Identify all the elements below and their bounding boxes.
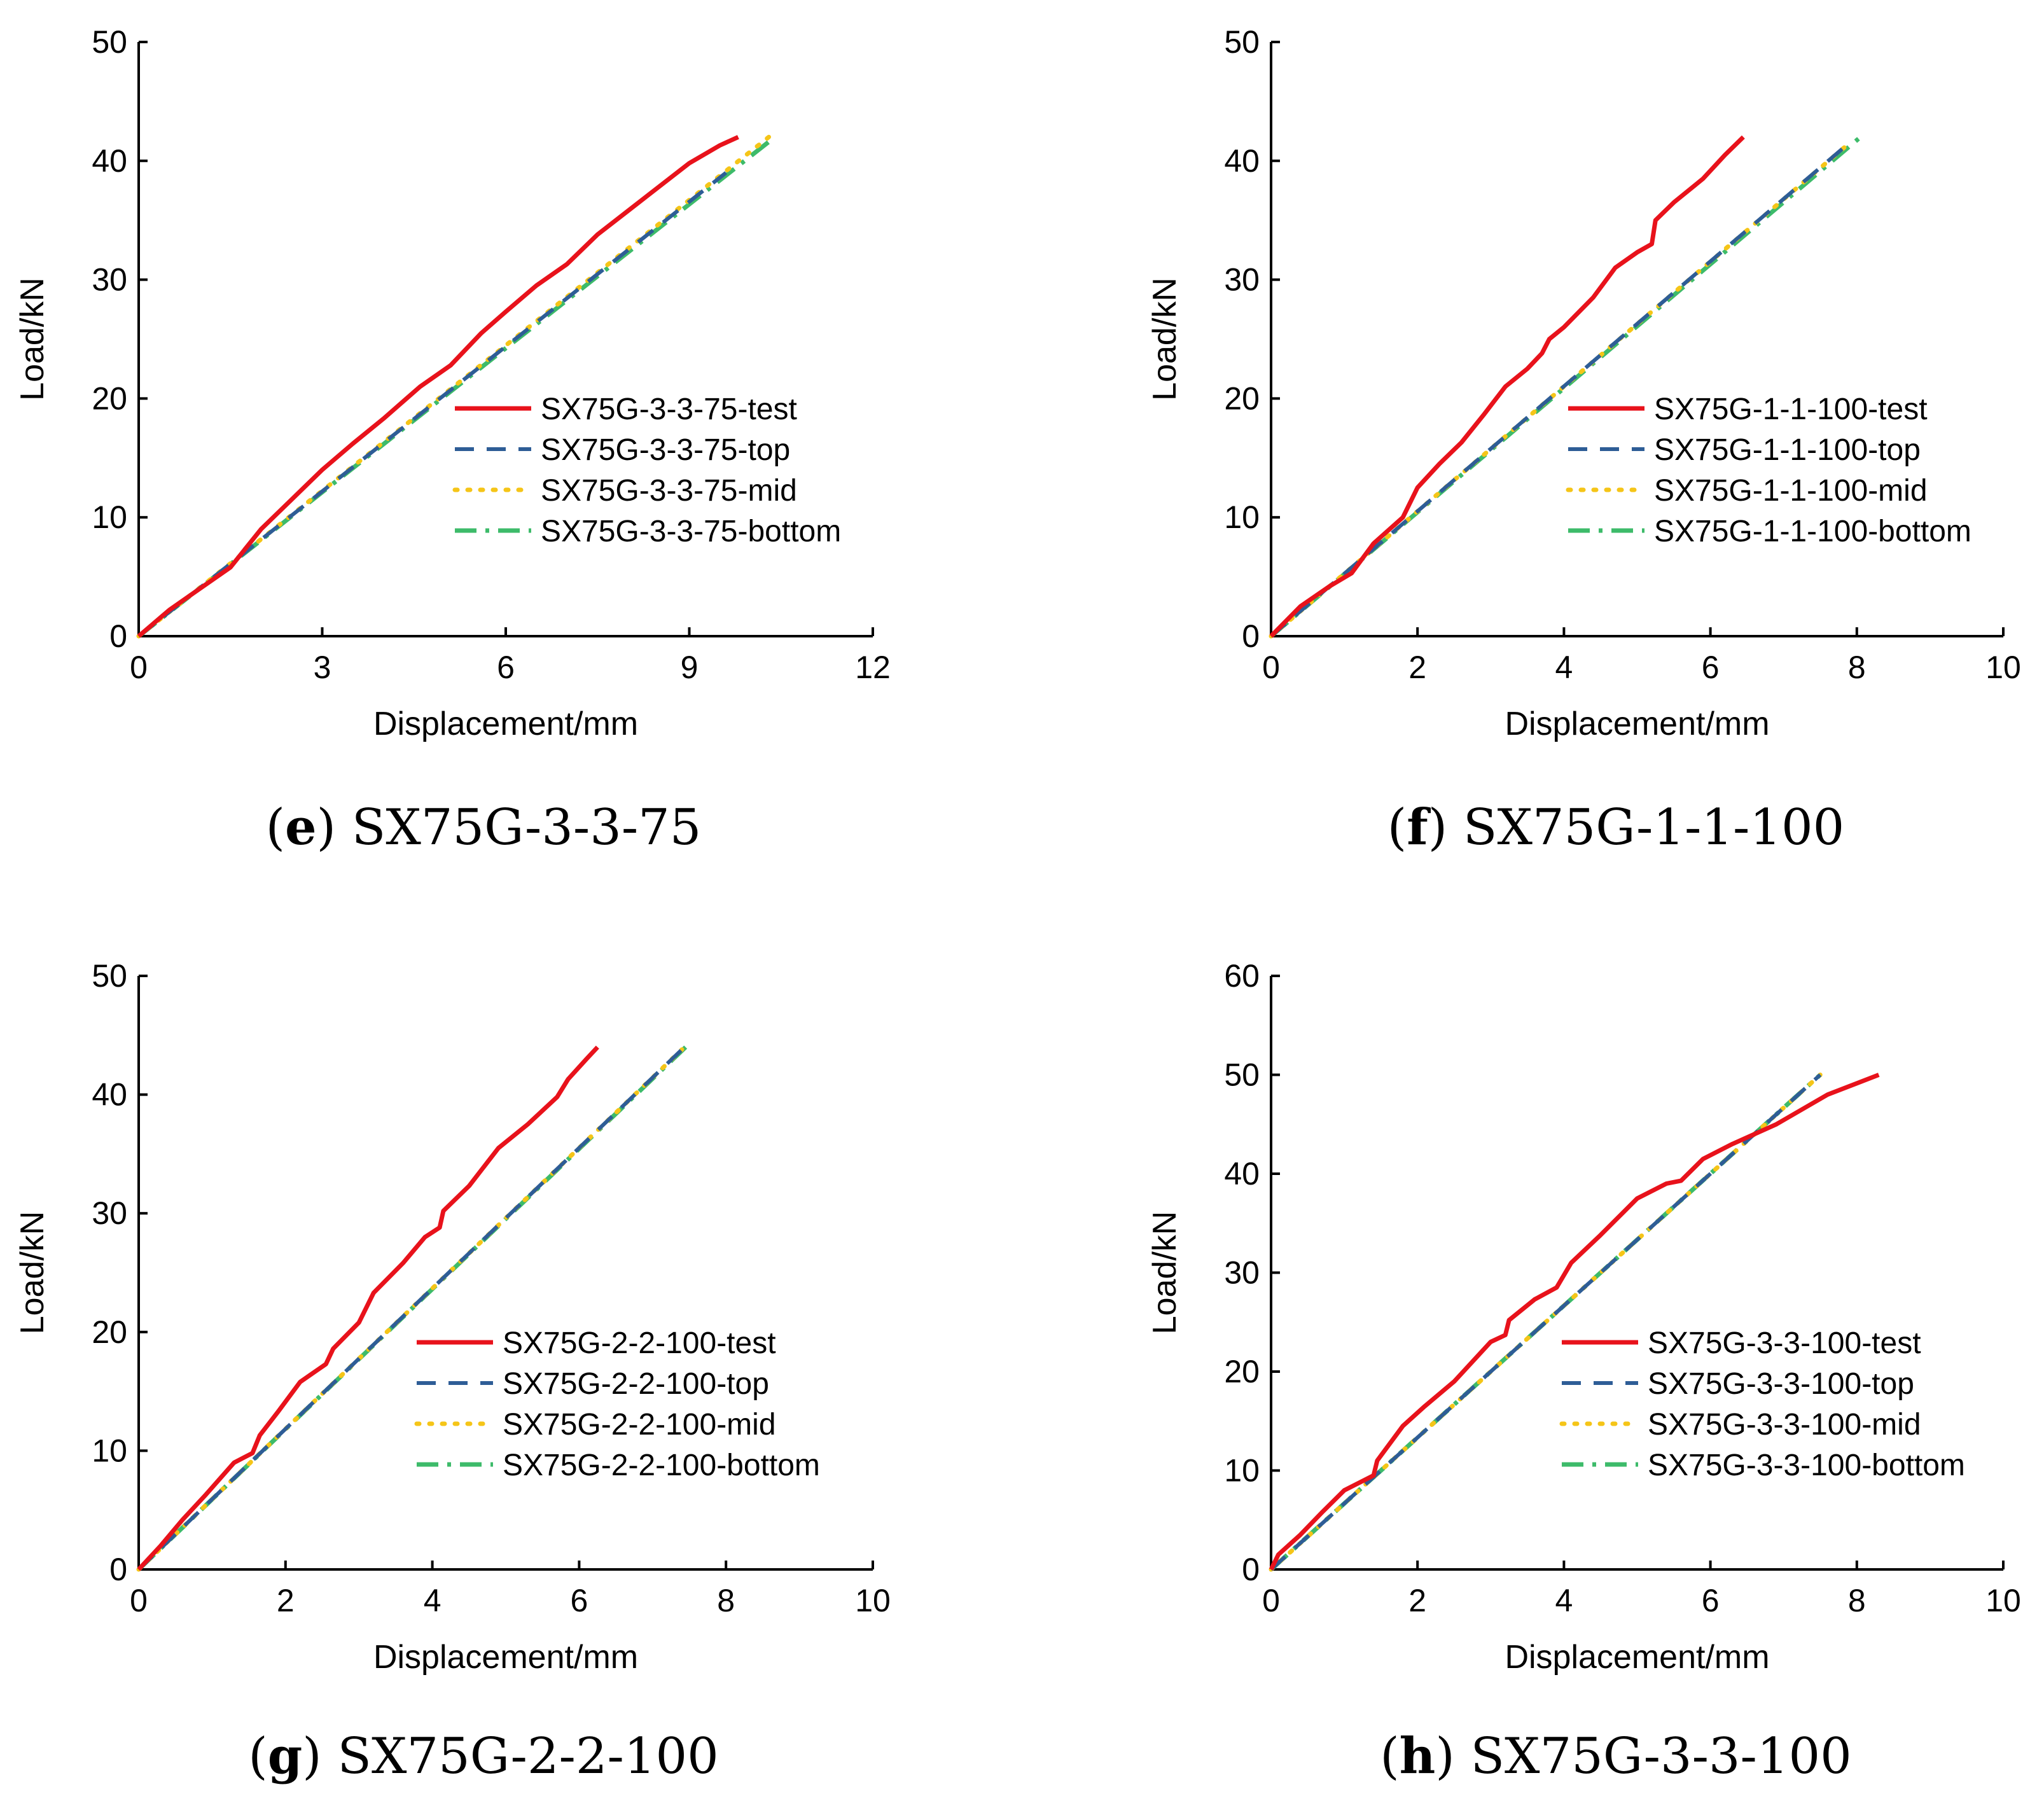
x-tick-label: 8 (717, 1583, 735, 1618)
legend-label: SX75G-1-1-100-top (1654, 433, 1921, 467)
legend-label: SX75G-3-3-100-top (1648, 1367, 1914, 1401)
chart-panel-f: 0 10 20 30 40 50 0 2 4 6 8 10 Displacement/mm Load/kN… (1146, 24, 2021, 742)
x-tick-label: 10 (1985, 1583, 2021, 1618)
legend-label: SX75G-3-3-75-mid (541, 474, 797, 508)
y-tick-label: 40 (1224, 1156, 1260, 1192)
y-axis-label: Load/kN (14, 1211, 51, 1335)
legend-label: SX75G-2-2-100-bottom (503, 1449, 820, 1482)
y-tick-label: 10 (92, 499, 127, 535)
series-line-dashdot (137, 1045, 688, 1571)
y-tick-label: 10 (1224, 499, 1260, 535)
y-tick-label: 20 (1224, 1354, 1260, 1389)
y-tick-label: 0 (1242, 618, 1260, 654)
series-line-dashed (1269, 1073, 1822, 1571)
series-line-dashed (137, 1048, 684, 1571)
legend-label: SX75G-1-1-100-mid (1654, 474, 1928, 508)
y-axis-label: Load/kN (1146, 277, 1183, 401)
caption-e: (e) SX75G-3-3-75 (265, 798, 702, 856)
x-tick-label: 4 (1555, 650, 1573, 685)
series-line-dotted (1269, 1073, 1823, 1572)
y-tick-label: 0 (109, 618, 127, 654)
x-tick-label: 0 (1262, 650, 1280, 685)
legend-label: SX75G-1-1-100-bottom (1654, 515, 1971, 548)
y-tick-label: 60 (1224, 958, 1260, 994)
series-line-solid (1269, 1073, 1880, 1571)
y-tick-label: 20 (92, 1314, 127, 1350)
legend-label: SX75G-3-3-100-test (1648, 1326, 1921, 1360)
caption-f: (f) SX75G-1-1-100 (1387, 798, 1845, 856)
x-tick-label: 2 (277, 1583, 295, 1618)
x-tick-label: 0 (1262, 1583, 1280, 1618)
y-tick-label: 40 (92, 143, 127, 179)
legend-label: SX75G-2-2-100-mid (503, 1408, 776, 1442)
x-axis-label: Displacement/mm (1505, 1639, 1769, 1676)
y-tick-label: 10 (1224, 1453, 1260, 1489)
x-tick-label: 4 (1555, 1583, 1573, 1618)
x-tick-label: 6 (570, 1583, 588, 1618)
y-tick-label: 50 (92, 24, 127, 60)
legend-label: SX75G-3-3-75-bottom (541, 515, 841, 548)
y-tick-label: 30 (92, 262, 127, 298)
x-tick-label: 2 (1408, 650, 1426, 685)
x-axis-label: Displacement/mm (1505, 706, 1769, 742)
caption-g: (g) SX75G-2-2-100 (248, 1727, 719, 1785)
x-tick-label: 6 (1702, 650, 1720, 685)
legend-label: SX75G-1-1-100-test (1654, 393, 1928, 426)
x-tick-label: 8 (1848, 1583, 1866, 1618)
y-axis-label: Load/kN (1146, 1211, 1183, 1335)
y-tick-label: 40 (92, 1077, 127, 1113)
y-tick-label: 50 (92, 958, 127, 994)
y-tick-label: 50 (1224, 1057, 1260, 1093)
y-tick-label: 30 (1224, 262, 1260, 298)
x-tick-label: 12 (855, 650, 891, 685)
y-tick-label: 10 (92, 1433, 127, 1468)
x-tick-label: 10 (855, 1583, 891, 1618)
x-tick-label: 8 (1848, 650, 1866, 685)
x-tick-label: 3 (314, 650, 331, 685)
x-tick-label: 9 (681, 650, 699, 685)
series-line-solid (137, 135, 739, 638)
series-line-dotted (136, 1047, 685, 1572)
series-line-solid (1269, 135, 1745, 638)
legend-label: SX75G-2-2-100-top (503, 1367, 769, 1401)
x-tick-label: 0 (130, 650, 148, 685)
legend-label: SX75G-3-3-75-test (541, 393, 797, 426)
y-tick-label: 0 (109, 1552, 127, 1587)
x-tick-label: 4 (424, 1583, 441, 1618)
y-tick-label: 50 (1224, 24, 1260, 60)
chart-panel-e: 0 10 20 30 40 50 0 3 6 9 12 Displacement/mm Load/kN S… (14, 24, 891, 742)
legend-label: SX75G-3-3-100-mid (1648, 1408, 1921, 1442)
y-axis-label: Load/kN (14, 277, 51, 401)
series-line-solid (137, 1045, 599, 1571)
y-tick-label: 0 (1242, 1552, 1260, 1587)
caption-h: (h) SX75G-3-3-100 (1380, 1727, 1852, 1785)
chart-panel-h: 0 10 20 30 40 50 60 0 2 4 6 8 10 Displacement/mm Load/… (1146, 958, 2021, 1676)
x-axis-label: Displacement/mm (373, 1639, 638, 1676)
y-tick-label: 40 (1224, 143, 1260, 179)
y-tick-label: 30 (92, 1195, 127, 1231)
y-tick-label: 20 (1224, 380, 1260, 416)
y-tick-label: 30 (1224, 1255, 1260, 1291)
x-axis-label: Displacement/mm (373, 706, 638, 742)
x-tick-label: 6 (1702, 1583, 1720, 1618)
x-tick-label: 6 (497, 650, 515, 685)
chart-panel-g: 0 10 20 30 40 50 0 2 4 6 8 10 Displacement/mm Load/kN… (14, 958, 891, 1676)
x-tick-label: 10 (1985, 650, 2021, 685)
legend-label: SX75G-3-3-100-bottom (1648, 1449, 1965, 1482)
legend-label: SX75G-3-3-75-top (541, 433, 790, 467)
legend-label: SX75G-2-2-100-test (503, 1326, 776, 1360)
x-tick-label: 0 (130, 1583, 148, 1618)
x-tick-label: 2 (1408, 1583, 1426, 1618)
y-tick-label: 20 (92, 380, 127, 416)
